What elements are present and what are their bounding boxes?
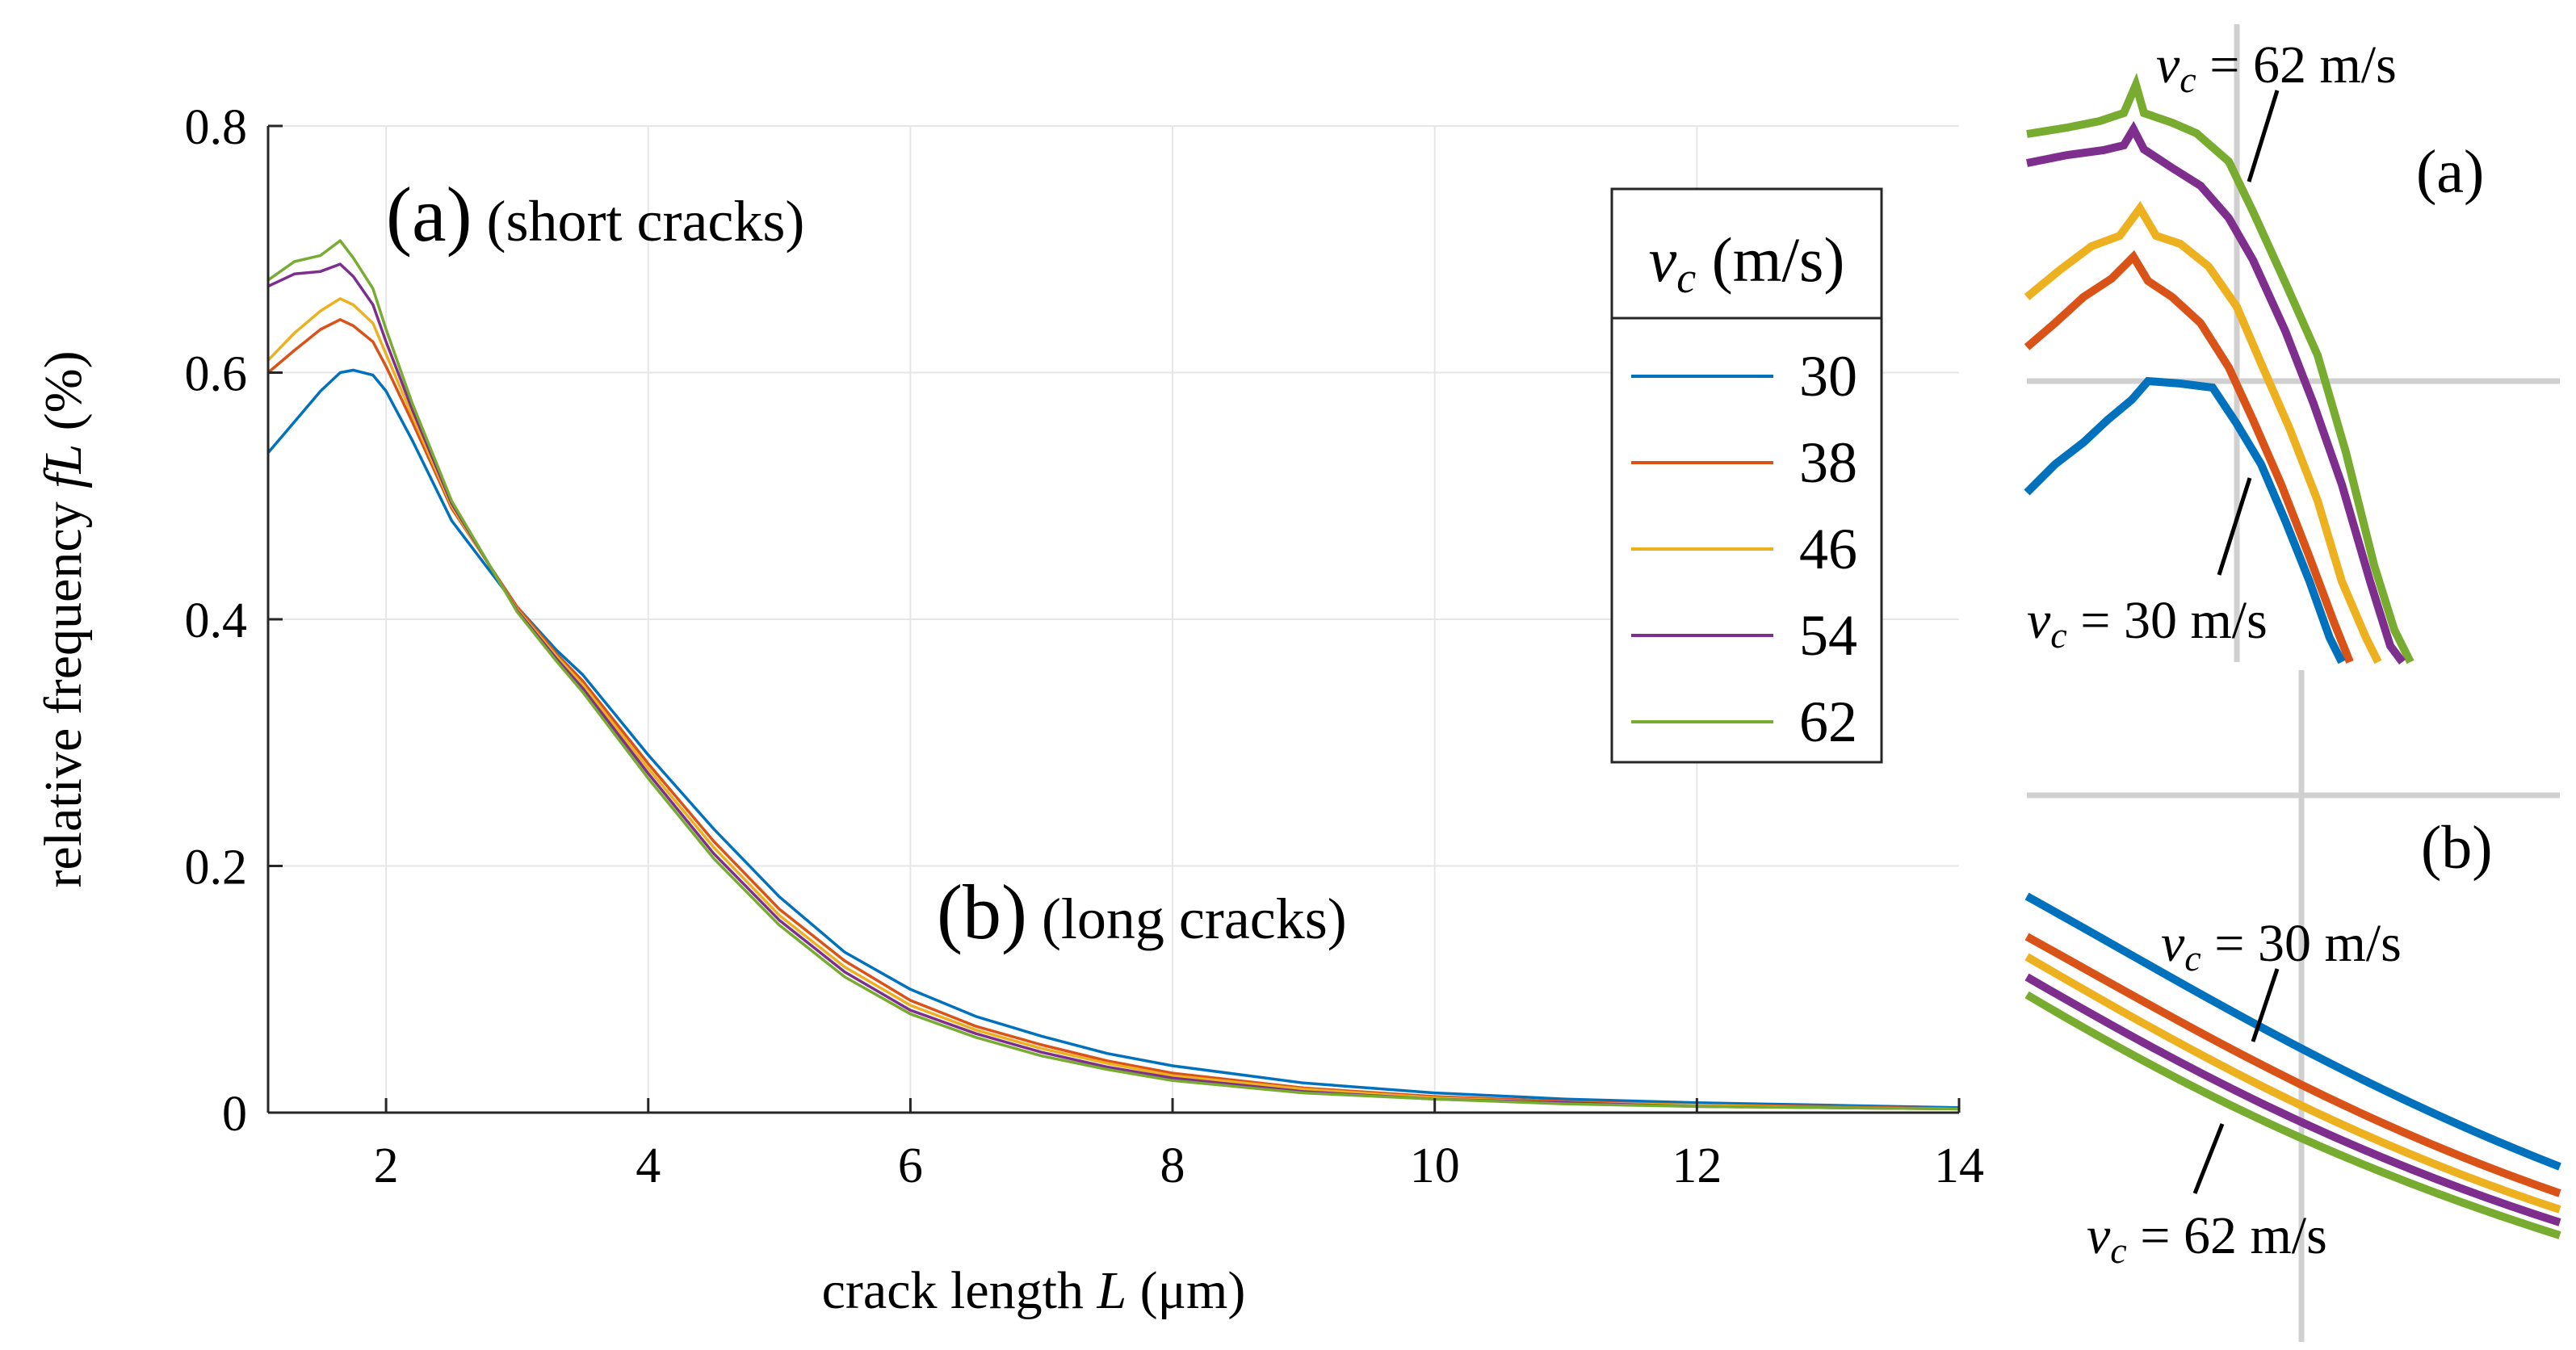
y-tick-labels: 0 0.2 0.4 0.6 0.8 xyxy=(185,100,248,1142)
y-tick-label-2: 0.4 xyxy=(185,593,248,648)
legend-box xyxy=(1610,187,1883,764)
legend-label-38: 38 xyxy=(1799,430,1857,495)
inset-b-pointer-top xyxy=(2251,968,2280,1042)
y-tick-label-4: 0.8 xyxy=(185,100,248,155)
x-tick-labels: 2 4 6 8 10 12 14 xyxy=(374,1138,1984,1193)
legend-label-30: 30 xyxy=(1799,344,1857,409)
x-tick-label-5: 12 xyxy=(1672,1138,1722,1193)
y-tick-label-1: 0.2 xyxy=(185,841,248,895)
annotation-b: (b) (long cracks) xyxy=(937,869,1347,955)
inset-a-line-62 xyxy=(2026,73,2414,665)
legend-items: 30 38 46 54 62 xyxy=(1631,344,1857,754)
inset-a-line-38 xyxy=(2024,249,2354,664)
series-line-30 xyxy=(266,368,1960,1109)
x-tick-label-4: 10 xyxy=(1410,1138,1460,1193)
inset-b-line-54 xyxy=(2024,973,2561,1226)
inset-b-label: (b) xyxy=(2421,814,2493,882)
inset-a-pointer-top xyxy=(2247,90,2280,182)
inset-a-line-54 xyxy=(2026,120,2406,665)
inset-a-label: (a) xyxy=(2416,138,2484,206)
y-tick-label-3: 0.6 xyxy=(185,347,248,402)
inset-a: vc = 62 m/s vc = 30 m/s (a) xyxy=(2024,24,2560,665)
x-tick-label-6: 14 xyxy=(1934,1138,1984,1193)
inset-a-top-label: vc = 62 m/s xyxy=(2156,36,2397,100)
y-axis-label: relative frequency fL (%) xyxy=(34,350,93,887)
annotation-a: (a) (short cracks) xyxy=(386,171,804,258)
legend-label-46: 46 xyxy=(1799,517,1857,581)
inset-b-top-label: vc = 30 m/s xyxy=(2161,914,2402,979)
legend: vc (m/s) 30 38 46 54 62 xyxy=(1610,187,1883,764)
inset-a-pointer-bottom xyxy=(2217,477,2252,576)
series-line-62 xyxy=(266,239,1960,1111)
inset-a-line-30 xyxy=(2024,376,2346,665)
x-tick-label-3: 8 xyxy=(1160,1138,1185,1193)
x-tick-label-0: 2 xyxy=(374,1138,399,1193)
inset-a-bottom-label: vc = 30 m/s xyxy=(2027,591,2268,656)
inset-b-pointer-bottom xyxy=(2192,1123,2225,1194)
x-tick-label-2: 6 xyxy=(898,1138,923,1193)
inset-b-line-62 xyxy=(2024,991,2561,1239)
series-lines xyxy=(266,239,1960,1111)
x-tick-label-1: 4 xyxy=(636,1138,661,1193)
legend-title: vc (m/s) xyxy=(1649,224,1845,302)
legend-label-62: 62 xyxy=(1799,690,1857,754)
axes xyxy=(266,124,1961,1114)
inset-b: vc = 30 m/s vc = 62 m/s (b) xyxy=(2024,670,2561,1342)
inset-b-line-46 xyxy=(2024,953,2561,1214)
x-axis-label: crack length L (μm) xyxy=(822,1261,1246,1320)
series-line-46 xyxy=(266,297,1960,1111)
inset-b-line-30 xyxy=(2024,892,2561,1171)
inset-b-bottom-label: vc = 62 m/s xyxy=(2087,1206,2327,1271)
inset-b-line-38 xyxy=(2024,933,2561,1197)
main-plot: 2 4 6 8 10 12 14 00.20.40.60.8 crack length L … xyxy=(34,100,1984,1320)
y-tick-label-0: 0 xyxy=(222,1087,247,1142)
inset-a-line-46 xyxy=(2024,200,2382,665)
legend-label-54: 54 xyxy=(1799,603,1857,668)
